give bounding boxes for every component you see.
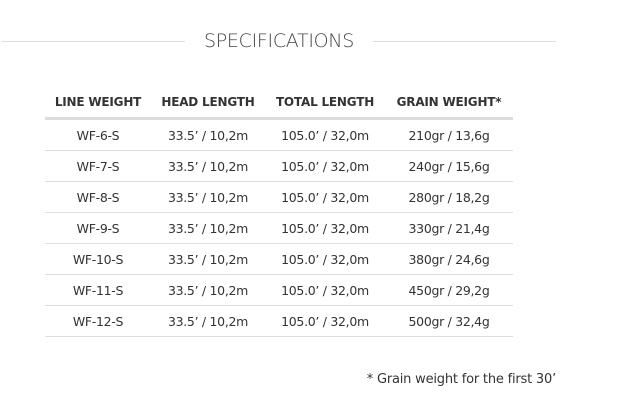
table-cell: WF-11-S xyxy=(45,274,151,306)
table-cell: 280gr / 18,2g xyxy=(385,181,513,213)
table-cell: 33.5’ / 10,2m xyxy=(151,150,265,182)
table-row: WF-10-S 33.5’ / 10,2m 105.0’ / 32,0m 380gr … xyxy=(45,243,513,275)
table-cell: 33.5’ / 10,2m xyxy=(151,118,265,151)
table-cell: 500gr / 32,4g xyxy=(385,305,513,337)
table-cell: 105.0’ / 32,0m xyxy=(265,181,385,213)
column-header: TOTAL LENGTH xyxy=(265,86,385,120)
table-cell: 105.0’ / 32,0m xyxy=(265,212,385,244)
table-cell: 380gr / 24,6g xyxy=(385,243,513,275)
table-cell: WF-7-S xyxy=(45,150,151,182)
table-cell: 33.5’ / 10,2m xyxy=(151,305,265,337)
table-row: WF-6-S 33.5’ / 10,2m 105.0’ / 32,0m 210gr /… xyxy=(45,118,513,151)
table-cell: 330gr / 21,4g xyxy=(385,212,513,244)
table-cell: 33.5’ / 10,2m xyxy=(151,243,265,275)
table-cell: 210gr / 13,6g xyxy=(385,118,513,151)
table-header-row: LINE WEIGHT HEAD LENGTH TOTAL LENGTH GRAIN … xyxy=(45,86,513,120)
column-header: GRAIN WEIGHT* xyxy=(385,86,513,120)
table-cell: 33.5’ / 10,2m xyxy=(151,212,265,244)
column-header: LINE WEIGHT xyxy=(45,86,151,120)
table-cell: WF-6-S xyxy=(45,118,151,151)
table-cell: 105.0’ / 32,0m xyxy=(265,305,385,337)
table-cell: 105.0’ / 32,0m xyxy=(265,243,385,275)
table-cell: 33.5’ / 10,2m xyxy=(151,274,265,306)
table-cell: 33.5’ / 10,2m xyxy=(151,181,265,213)
table-row: WF-9-S 33.5’ / 10,2m 105.0’ / 32,0m 330gr /… xyxy=(45,212,513,244)
page-title: SPECIFICATIONS xyxy=(204,30,354,52)
table-cell: 450gr / 29,2g xyxy=(385,274,513,306)
section-header: SPECIFICATIONS xyxy=(2,27,556,55)
table-cell: WF-12-S xyxy=(45,305,151,337)
table-row: WF-8-S 33.5’ / 10,2m 105.0’ / 32,0m 280gr /… xyxy=(45,181,513,213)
table-cell: 105.0’ / 32,0m xyxy=(265,118,385,151)
table-cell: 240gr / 15,6g xyxy=(385,150,513,182)
table-row: WF-7-S 33.5’ / 10,2m 105.0’ / 32,0m 240gr /… xyxy=(45,150,513,182)
table-cell: 105.0’ / 32,0m xyxy=(265,274,385,306)
divider-left xyxy=(2,41,185,42)
table-row: WF-11-S 33.5’ / 10,2m 105.0’ / 32,0m 450gr … xyxy=(45,274,513,306)
table-cell: 105.0’ / 32,0m xyxy=(265,150,385,182)
table-cell: WF-8-S xyxy=(45,181,151,213)
specifications-table: LINE WEIGHT HEAD LENGTH TOTAL LENGTH GRAIN … xyxy=(45,86,513,337)
table-row: WF-12-S 33.5’ / 10,2m 105.0’ / 32,0m 500gr … xyxy=(45,305,513,337)
table-cell: WF-9-S xyxy=(45,212,151,244)
divider-right xyxy=(373,41,556,42)
table-cell: WF-10-S xyxy=(45,243,151,275)
footnote: * Grain weight for the first 30’ xyxy=(366,372,556,387)
column-header: HEAD LENGTH xyxy=(151,86,265,120)
